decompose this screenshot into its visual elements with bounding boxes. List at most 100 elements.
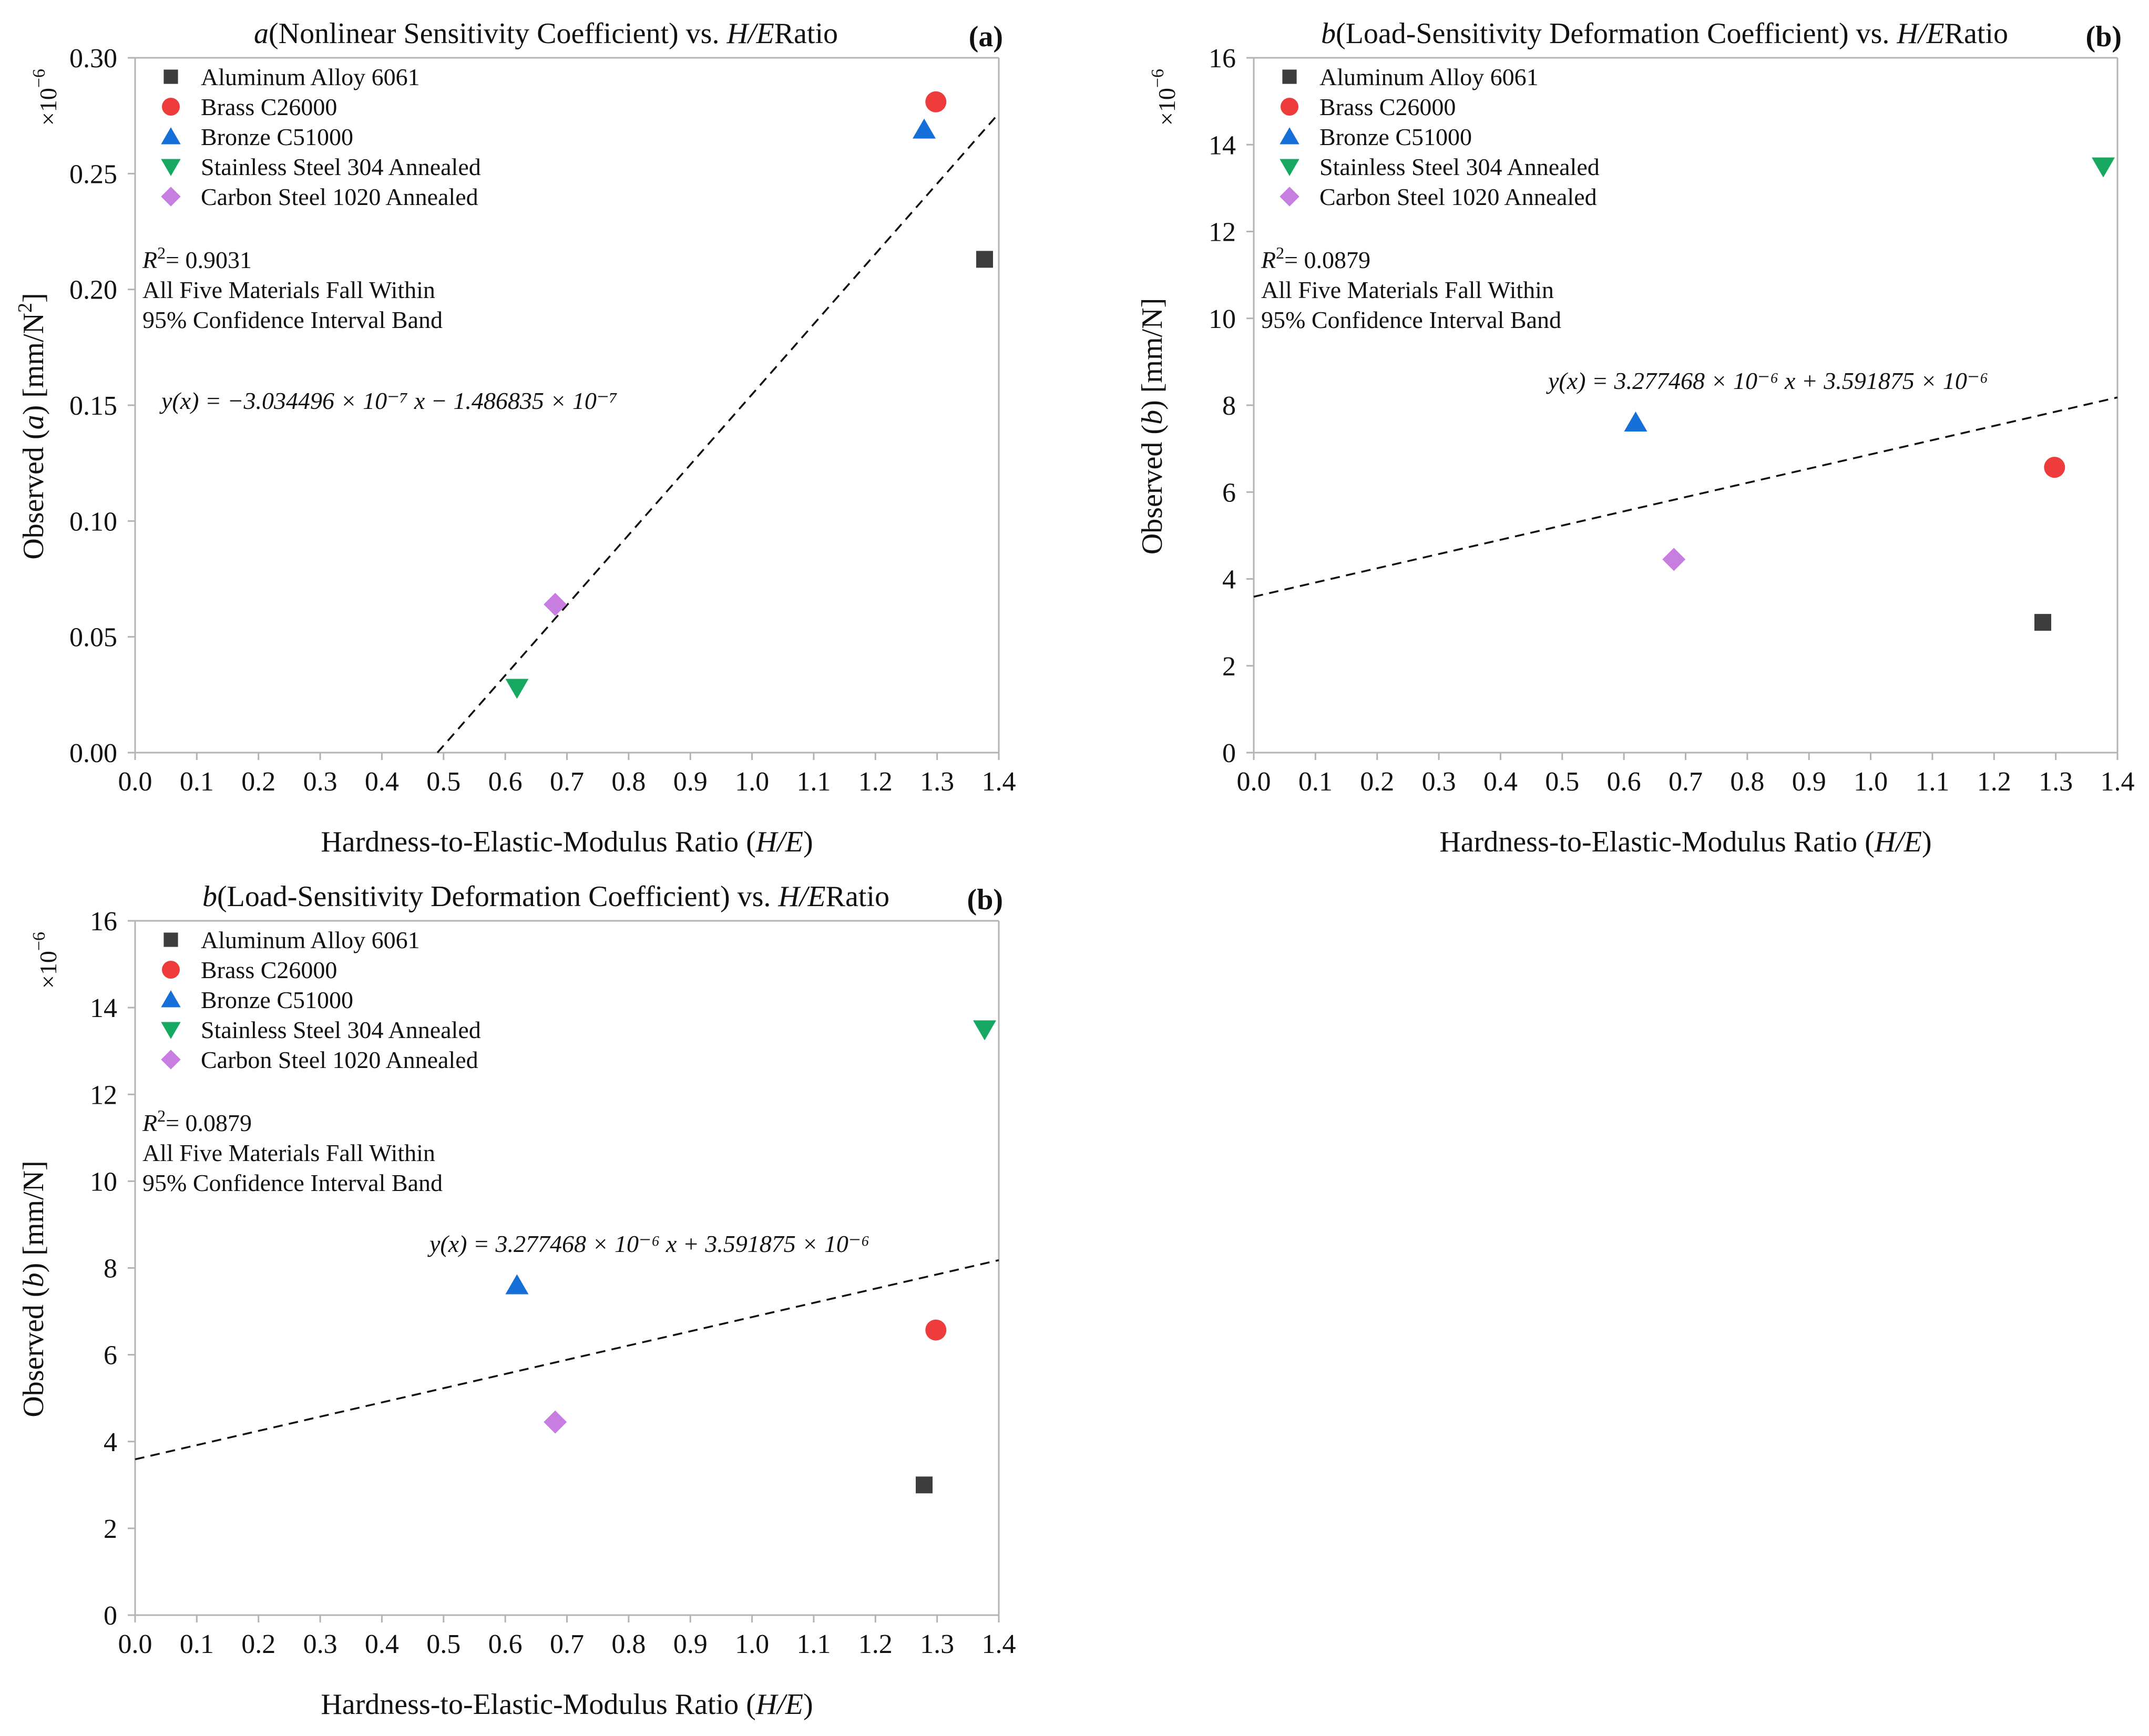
x-tick-label: 1.3: [920, 1629, 954, 1659]
x-tick-label: 0.2: [241, 767, 275, 797]
x-label-suffix: ): [803, 1688, 813, 1721]
legend-marker-icon: [162, 961, 180, 979]
x-tick-label: 0.4: [365, 767, 399, 797]
data-point: [2034, 614, 2051, 631]
y-tick-label: 4: [1222, 565, 1236, 595]
x-tick-label: 0.5: [1545, 767, 1579, 797]
y-label-suffix: ) [mm/N]: [1136, 298, 1169, 410]
legend-entry: Carbon Steel 1020 Annealed: [161, 183, 478, 210]
legend-label: Carbon Steel 1020 Annealed: [201, 183, 478, 210]
data-point: [505, 1274, 529, 1295]
y-label-var: b: [17, 1272, 50, 1287]
data-point: [1624, 412, 1647, 432]
title-he: H/E: [1896, 17, 1944, 50]
legend-marker-icon: [1280, 159, 1299, 176]
panel-tag: (b): [967, 884, 1003, 916]
regression-line: [1253, 396, 2118, 598]
legend-entry: Carbon Steel 1020 Annealed: [161, 1046, 478, 1073]
axis-scale-factor: ×10−6: [1148, 69, 1180, 126]
title-main: (Load-Sensitivity Deformation Coefficien…: [1336, 17, 1897, 50]
data-point: [912, 118, 936, 139]
panel-tag: (b): [2086, 20, 2122, 53]
y-tick-label: 2: [1222, 652, 1236, 682]
y-tick-label: 0: [1222, 738, 1236, 768]
x-tick-label: 1.1: [1915, 767, 1949, 797]
legend-entry: Aluminum Alloy 6061: [163, 927, 420, 953]
scale-exponent: −6: [29, 932, 49, 951]
y-tick-label: 16: [90, 907, 117, 937]
x-tick-label: 1.4: [982, 767, 1016, 797]
x-tick-label: 0.1: [180, 767, 214, 797]
annotation-line: 95% Confidence Interval Band: [1261, 306, 1561, 333]
x-tick-label: 0.7: [550, 767, 584, 797]
x-tick-label: 0.3: [303, 1629, 337, 1659]
x-axis-label: Hardness-to-Elastic-Modulus Ratio (H/E): [321, 1688, 813, 1721]
r2-value: = 0.0879: [1284, 246, 1370, 273]
scale-exponent: −6: [29, 69, 49, 88]
x-tick-label: 0.8: [611, 767, 646, 797]
legend-label: Bronze C51000: [201, 987, 353, 1013]
y-tick-label: 0.25: [69, 159, 117, 189]
y-tick-label: 0: [104, 1601, 117, 1631]
legend-entry: Brass C26000: [162, 957, 337, 983]
title-ratio: Ratio: [774, 17, 838, 50]
legend-marker-icon: [1282, 69, 1297, 84]
legend-marker-icon: [163, 932, 178, 947]
x-tick-label: 0.3: [1422, 767, 1456, 797]
chart-title: b(Load-Sensitivity Deformation Coefficie…: [1321, 17, 2008, 50]
x-tick-label: 1.4: [2101, 767, 2135, 797]
data-point: [544, 592, 567, 616]
y-tick-label: 2: [104, 1514, 117, 1544]
y-tick-label: 12: [90, 1080, 117, 1110]
r-squared: R2= 0.9031: [142, 243, 252, 273]
fit-equation: y(x) = 3.277468 × 10⁻⁶ x + 3.591875 × 10…: [427, 1230, 869, 1257]
data-point: [2044, 457, 2065, 478]
axis-scale-factor: ×10−6: [29, 932, 62, 989]
x-tick-label: 1.4: [982, 1629, 1016, 1659]
legend-entry: Carbon Steel 1020 Annealed: [1280, 183, 1597, 210]
legend-entry: Stainless Steel 304 Annealed: [1280, 153, 1600, 180]
legend-label: Bronze C51000: [1319, 124, 1472, 150]
legend-label: Aluminum Alloy 6061: [1319, 64, 1539, 90]
legend-label: Carbon Steel 1020 Annealed: [1319, 183, 1597, 210]
data-point: [1662, 548, 1686, 571]
legend-entry: Bronze C51000: [161, 124, 353, 150]
y-tick-label: 0.10: [69, 507, 117, 537]
y-tick-label: 16: [1209, 44, 1236, 74]
legend-marker-icon: [1280, 187, 1299, 207]
y-tick-label: 0.30: [69, 44, 117, 74]
title-var: a: [254, 17, 269, 50]
legend-label: Brass C26000: [1319, 94, 1456, 120]
data-point: [925, 91, 947, 112]
x-tick-label: 0.9: [673, 1629, 708, 1659]
x-tick-label: 0.0: [118, 1629, 152, 1659]
x-label-var: H/E: [1874, 826, 1922, 858]
y-label-suffix: ) [mm/N: [17, 313, 50, 415]
r2-sup: 2: [157, 243, 166, 262]
y-tick-label: 0.20: [69, 275, 117, 305]
x-tick-label: 1.0: [1854, 767, 1888, 797]
data-point: [505, 679, 529, 699]
y-axis-label: Observed (a) [mm/N2]: [14, 293, 50, 559]
r2-label: R: [142, 246, 157, 273]
legend-marker-icon: [161, 127, 181, 145]
r2-label: R: [142, 1110, 157, 1136]
x-tick-label: 0.6: [1607, 767, 1641, 797]
y-axis-label: Observed (b) [mm/N]: [17, 1160, 50, 1417]
x-label-suffix: ): [803, 826, 813, 858]
r2-sup: 2: [1276, 243, 1284, 262]
y-tick-label: 8: [1222, 391, 1236, 421]
chart-panel-1: 0.0 0.1 0.2 0.3 0.4 0.5 0.6 0.7 0.8 0.9 1.0 1.1 1.2 1…: [14, 17, 1016, 858]
r2-value: = 0.0879: [166, 1110, 252, 1136]
x-tick-label: 1.2: [858, 1629, 893, 1659]
x-tick-label: 0.0: [1237, 767, 1271, 797]
y-label-var: a: [17, 415, 50, 429]
y-tick-label: 14: [90, 993, 117, 1023]
legend-entry: Stainless Steel 304 Annealed: [161, 153, 481, 180]
x-tick-label: 0.7: [1669, 767, 1703, 797]
title-var: b: [1321, 17, 1336, 50]
r2-label: R: [1261, 246, 1276, 273]
legend-marker-icon: [1281, 98, 1298, 116]
chart-title: b(Load-Sensitivity Deformation Coefficie…: [202, 880, 889, 913]
y-tick-label: 6: [104, 1341, 117, 1371]
